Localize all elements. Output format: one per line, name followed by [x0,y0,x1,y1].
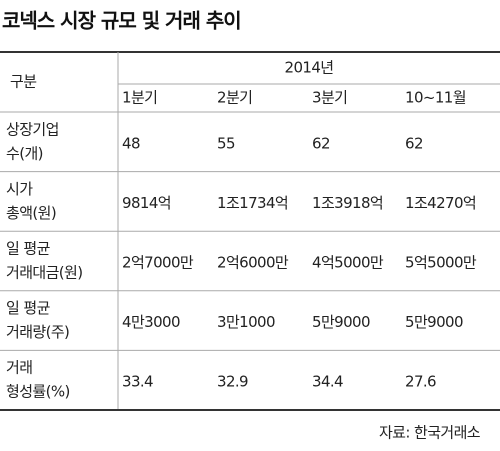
row-label: 총액(원) [6,204,56,222]
cell: 2억6000만 [217,254,289,272]
source: 자료: 한국거래소 [379,424,481,442]
cell: 55 [217,134,235,152]
cell: 5만9000 [312,313,370,331]
cell: 62 [312,134,330,152]
row-label: 수(개) [6,144,43,162]
row-label: 거래량(주) [6,323,69,341]
cell: 33.4 [122,373,153,391]
cell: 1조1734억 [217,194,288,212]
row-label: 거래대금(원) [6,264,83,282]
column-header: 10~11월 [405,89,466,107]
cell: 48 [122,134,140,152]
column-header: 1분기 [122,89,157,107]
column-header: 3분기 [312,89,347,107]
cell: 4억5000만 [312,254,384,272]
cell: 1조3918억 [312,194,383,212]
corner-label: 구분 [10,73,37,91]
cell: 34.4 [312,373,343,391]
cell: 1조4270억 [405,194,476,212]
cell: 5억5000만 [405,254,477,272]
row-label: 일 평균 [6,299,51,317]
row-label: 형성률(%) [6,383,70,401]
cell: 27.6 [405,373,436,391]
row-label: 일 평균 [6,240,51,258]
cell: 9814억 [122,194,171,212]
cell: 3만1000 [217,313,275,331]
title: 코넥스 시장 규모 및 거래 추이 [2,9,241,33]
cell: 62 [405,134,423,152]
cell: 2억7000만 [122,254,194,272]
cell: 32.9 [217,373,248,391]
cell: 4만3000 [122,313,180,331]
row-label: 상장기업 [6,120,59,138]
row-label: 시가 [6,180,33,198]
row-label: 거래 [6,359,32,377]
group-label: 2014년 [285,59,334,77]
column-header: 2분기 [217,89,252,107]
cell: 5만9000 [405,313,463,331]
